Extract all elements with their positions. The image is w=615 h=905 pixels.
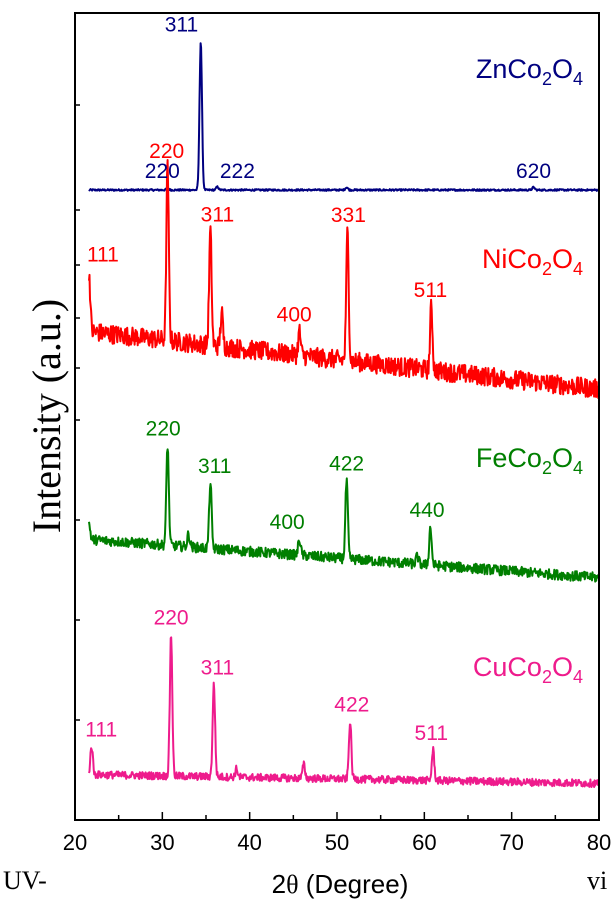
x-tick-label-80: 80 (587, 830, 611, 855)
x-tick-label-60: 60 (412, 830, 436, 855)
peak-label-znco2o4-220: 220 (145, 160, 180, 183)
peak-label-nico2o4-220: 220 (149, 140, 184, 163)
peak-label-nico2o4-331: 331 (331, 204, 366, 227)
peak-label-nico2o4-311: 311 (201, 203, 234, 226)
series-line-znco2o4 (88, 42, 600, 192)
y-axis-label: Intensity (a.u.) (24, 299, 69, 533)
peak-label-cuco2o4-422: 422 (334, 693, 369, 716)
x-axis-label: 2θ (Degree) (272, 869, 409, 899)
series-name-feco2o4: FeCo2O4 (476, 443, 583, 478)
peak-label-nico2o4-511: 511 (414, 279, 447, 302)
peak-label-feco2o4-220: 220 (146, 417, 181, 440)
series-line-feco2o4 (88, 448, 600, 583)
series-name-layer: ZnCo2O4 NiCo2O4 FeCo2O4 CuCo2O4 (473, 54, 583, 687)
peak-label-layer: 220 311 222 620 111 220 311 400 331 511 220 311 400 4… (85, 14, 551, 746)
series-line-nico2o4 (88, 159, 600, 400)
peak-label-feco2o4-440: 440 (409, 499, 444, 522)
peak-label-feco2o4-400: 400 (270, 511, 305, 534)
peak-label-cuco2o4-511: 511 (415, 722, 448, 745)
peak-label-nico2o4-400: 400 (277, 303, 312, 326)
peak-label-znco2o4-222: 222 (220, 160, 255, 183)
peak-label-feco2o4-422: 422 (329, 453, 364, 476)
peak-label-cuco2o4-111: 111 (85, 718, 117, 741)
peak-label-znco2o4-620: 620 (516, 160, 551, 183)
series-name-znco2o4: ZnCo2O4 (476, 54, 583, 89)
x-axis: 20 30 40 50 60 70 80 (63, 812, 611, 855)
x-tick-label-70: 70 (499, 830, 523, 855)
series-line-cuco2o4 (88, 636, 600, 788)
margin-text-left: UV- (3, 866, 47, 895)
peak-label-cuco2o4-220: 220 (154, 606, 189, 629)
peak-label-cuco2o4-311: 311 (201, 656, 234, 679)
peak-label-znco2o4-311: 311 (165, 14, 198, 37)
x-tick-label-30: 30 (150, 830, 174, 855)
x-tick-label-40: 40 (237, 830, 261, 855)
peak-label-feco2o4-311: 311 (198, 455, 231, 478)
series-layer (88, 42, 600, 788)
x-tick-label-50: 50 (325, 830, 349, 855)
x-tick-label-20: 20 (63, 830, 87, 855)
series-name-nico2o4: NiCo2O4 (482, 244, 583, 279)
peak-label-nico2o4-111: 111 (87, 244, 119, 267)
series-name-cuco2o4: CuCo2O4 (473, 652, 583, 687)
y-axis (75, 104, 80, 721)
margin-text-right: vi (587, 866, 607, 895)
